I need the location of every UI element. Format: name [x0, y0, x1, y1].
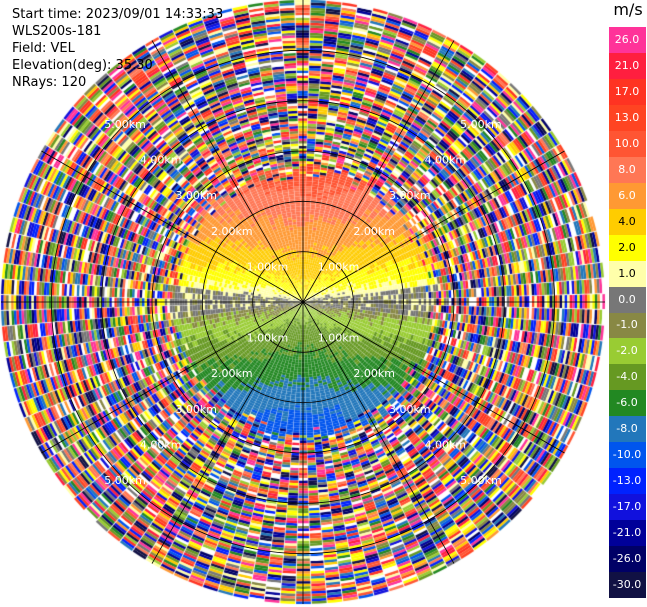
range-ring-label: 4.00km — [425, 154, 467, 167]
colorbar-cell — [609, 52, 646, 80]
colorbar-tick-label: -13.0 — [612, 474, 642, 488]
colorbar-tick-label: 10.0 — [614, 136, 640, 150]
range-ring-label: 1.00km — [318, 332, 360, 345]
range-ring-label: 5.00km — [104, 474, 146, 487]
colorbar-tick-label: -21.0 — [612, 526, 642, 540]
range-ring-label: 3.00km — [389, 403, 431, 416]
azimuth-spoke — [302, 301, 455, 564]
colorbar-tick-label: -1.0 — [616, 318, 638, 332]
azimuth-spoke — [302, 40, 455, 303]
range-ring-label: 2.00km — [353, 225, 395, 238]
colorbar-tick-label: 1.0 — [618, 266, 636, 280]
colorbar-cell — [609, 494, 646, 521]
range-ring-label: 2.00km — [211, 367, 253, 380]
colorbar-tick-label: 2.0 — [618, 240, 636, 254]
scan-info: Start time: 2023/09/01 14:33:33 WLS200s-… — [12, 6, 223, 91]
colorbar-tick-label: -17.0 — [612, 500, 642, 514]
range-ring-label: 5.00km — [460, 474, 502, 487]
range-ring-label: 1.00km — [247, 260, 289, 273]
colorbar-tick-label: 13.0 — [614, 110, 640, 124]
colorbar-tick-label: 17.0 — [614, 84, 640, 98]
colorbar-tick-label: -2.0 — [616, 344, 638, 358]
range-ring-label: 5.00km — [460, 118, 502, 131]
colorbar-cell — [609, 104, 646, 132]
colorbar-cell — [609, 27, 646, 54]
colorbar-cell — [609, 390, 646, 417]
colorbar-tick-label: -10.0 — [612, 448, 642, 462]
field-name: Field: VEL — [12, 41, 75, 56]
range-ring-label: 3.00km — [175, 189, 217, 202]
colorbar-cell — [609, 338, 646, 365]
colorbar-cell — [609, 78, 646, 106]
azimuth-spoke — [151, 40, 304, 303]
colorbar-cell — [609, 468, 646, 495]
start-time: Start time: 2023/09/01 14:33:33 — [12, 7, 224, 22]
azimuth-spoke — [302, 301, 565, 454]
colorbar-cell — [609, 156, 646, 184]
range-ring-label: 2.00km — [353, 367, 395, 380]
colorbar-cell — [609, 312, 646, 339]
range-ring-label: 3.00km — [389, 189, 431, 202]
range-rings: 1.00km 1.00km 1.00km 1.00km 2.00km 2.00km 2.00… — [1, 0, 605, 604]
azimuth-spoke — [41, 150, 304, 303]
range-ring-label: 2.00km — [211, 225, 253, 238]
colorbar-cell — [609, 234, 646, 262]
colorbar: 26.0 21.0 17.0 13.0 10.0 8.0 6.0 4.0 2.0 1.0 0.0 -1… — [609, 27, 646, 599]
colorbar-cell — [609, 208, 646, 236]
elevation: Elevation(deg): 35.30 — [12, 58, 153, 73]
colorbar-tick-label: -8.0 — [616, 422, 638, 436]
colorbar-tick-label: -26.0 — [612, 552, 642, 566]
colorbar-cell — [609, 572, 646, 599]
range-ring-label: 5.00km — [104, 118, 146, 131]
colorbar-tick-label: 8.0 — [618, 162, 636, 176]
range-ring-label: 4.00km — [425, 438, 467, 451]
colorbar-cell — [609, 130, 646, 158]
colorbar-tick-label: 21.0 — [614, 58, 640, 72]
colorbar-tick-label: -6.0 — [616, 396, 638, 410]
colorbar-cell — [609, 546, 646, 573]
colorbar-tick-label: 0.0 — [618, 292, 636, 306]
colorbar-cell — [609, 260, 646, 288]
colorbar-cell — [609, 364, 646, 391]
range-ring-label: 3.00km — [175, 403, 217, 416]
range-ring-label: 4.00km — [140, 438, 182, 451]
instrument-name: WLS200s-181 — [12, 24, 102, 39]
azimuth-spoke — [151, 301, 304, 564]
azimuth-spoke — [302, 150, 565, 303]
range-ring-label: 1.00km — [318, 260, 360, 273]
colorbar-cell — [609, 442, 646, 469]
colorbar-tick-label: 26.0 — [614, 32, 640, 46]
colorbar-cell — [609, 520, 646, 547]
colorbar-cell — [609, 286, 646, 313]
nrays: NRays: 120 — [12, 75, 87, 90]
range-ring-label: 4.00km — [140, 154, 182, 167]
range-ring-label: 1.00km — [247, 332, 289, 345]
colorbar-tick-label: -4.0 — [616, 370, 638, 384]
colorbar-cell — [609, 182, 646, 210]
colorbar-cell — [609, 416, 646, 443]
colorbar-tick-label: -30.0 — [612, 578, 642, 592]
azimuth-spoke — [41, 301, 304, 454]
colorbar-tick-label: 4.0 — [618, 214, 636, 228]
colorbar-tick-label: 6.0 — [618, 188, 636, 202]
colorbar-unit: m/s — [613, 0, 643, 19]
